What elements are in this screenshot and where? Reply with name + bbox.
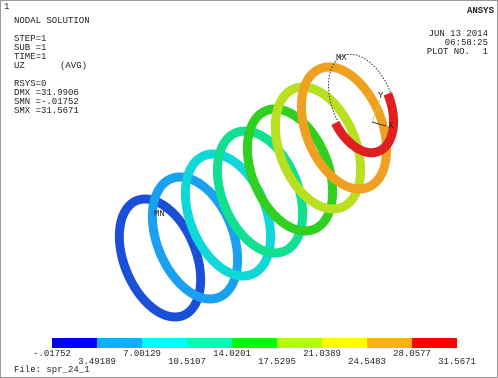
window-number: 1 [4, 2, 9, 12]
plot-label: PLOT NO. [427, 47, 470, 57]
avg-label: (AVG) [60, 61, 87, 71]
viewport-frame [1, 1, 498, 378]
legend-label: 21.0389 [303, 349, 341, 359]
info-line: SMX =31.5671 [14, 106, 79, 116]
legend-label: 10.5107 [168, 357, 206, 367]
legend-swatch [187, 338, 232, 348]
legend-swatch [277, 338, 322, 348]
brand: ANSYS [467, 6, 495, 16]
legend-swatch [322, 338, 367, 348]
legend-swatch [232, 338, 277, 348]
plot-title: NODAL SOLUTION [14, 16, 90, 26]
max-marker: MX [336, 53, 347, 63]
legend-label: -.01752 [33, 349, 71, 359]
info-line: UZ [14, 61, 25, 71]
ansys-window: 1 NODAL SOLUTION STEP=1SUB =1TIME=1UZRSY… [0, 0, 498, 378]
legend-swatch [52, 338, 97, 348]
legend-swatch [142, 338, 187, 348]
legend-label: 14.0201 [213, 349, 251, 359]
legend-swatch [367, 338, 412, 348]
triad-y: Y [378, 91, 384, 101]
legend-label: 24.5483 [348, 357, 386, 367]
plot-number: 1 [483, 47, 488, 57]
min-marker: MN [154, 209, 165, 219]
file-name: File: spr_24_1 [14, 365, 90, 375]
legend-label: 7.00129 [123, 349, 161, 359]
legend-swatch [412, 338, 457, 348]
legend-label: 28.0577 [393, 349, 431, 359]
legend-label: 31.5671 [438, 357, 476, 367]
triad-x: X [388, 121, 394, 131]
legend-swatch [97, 338, 142, 348]
legend-label: 17.5295 [258, 357, 296, 367]
